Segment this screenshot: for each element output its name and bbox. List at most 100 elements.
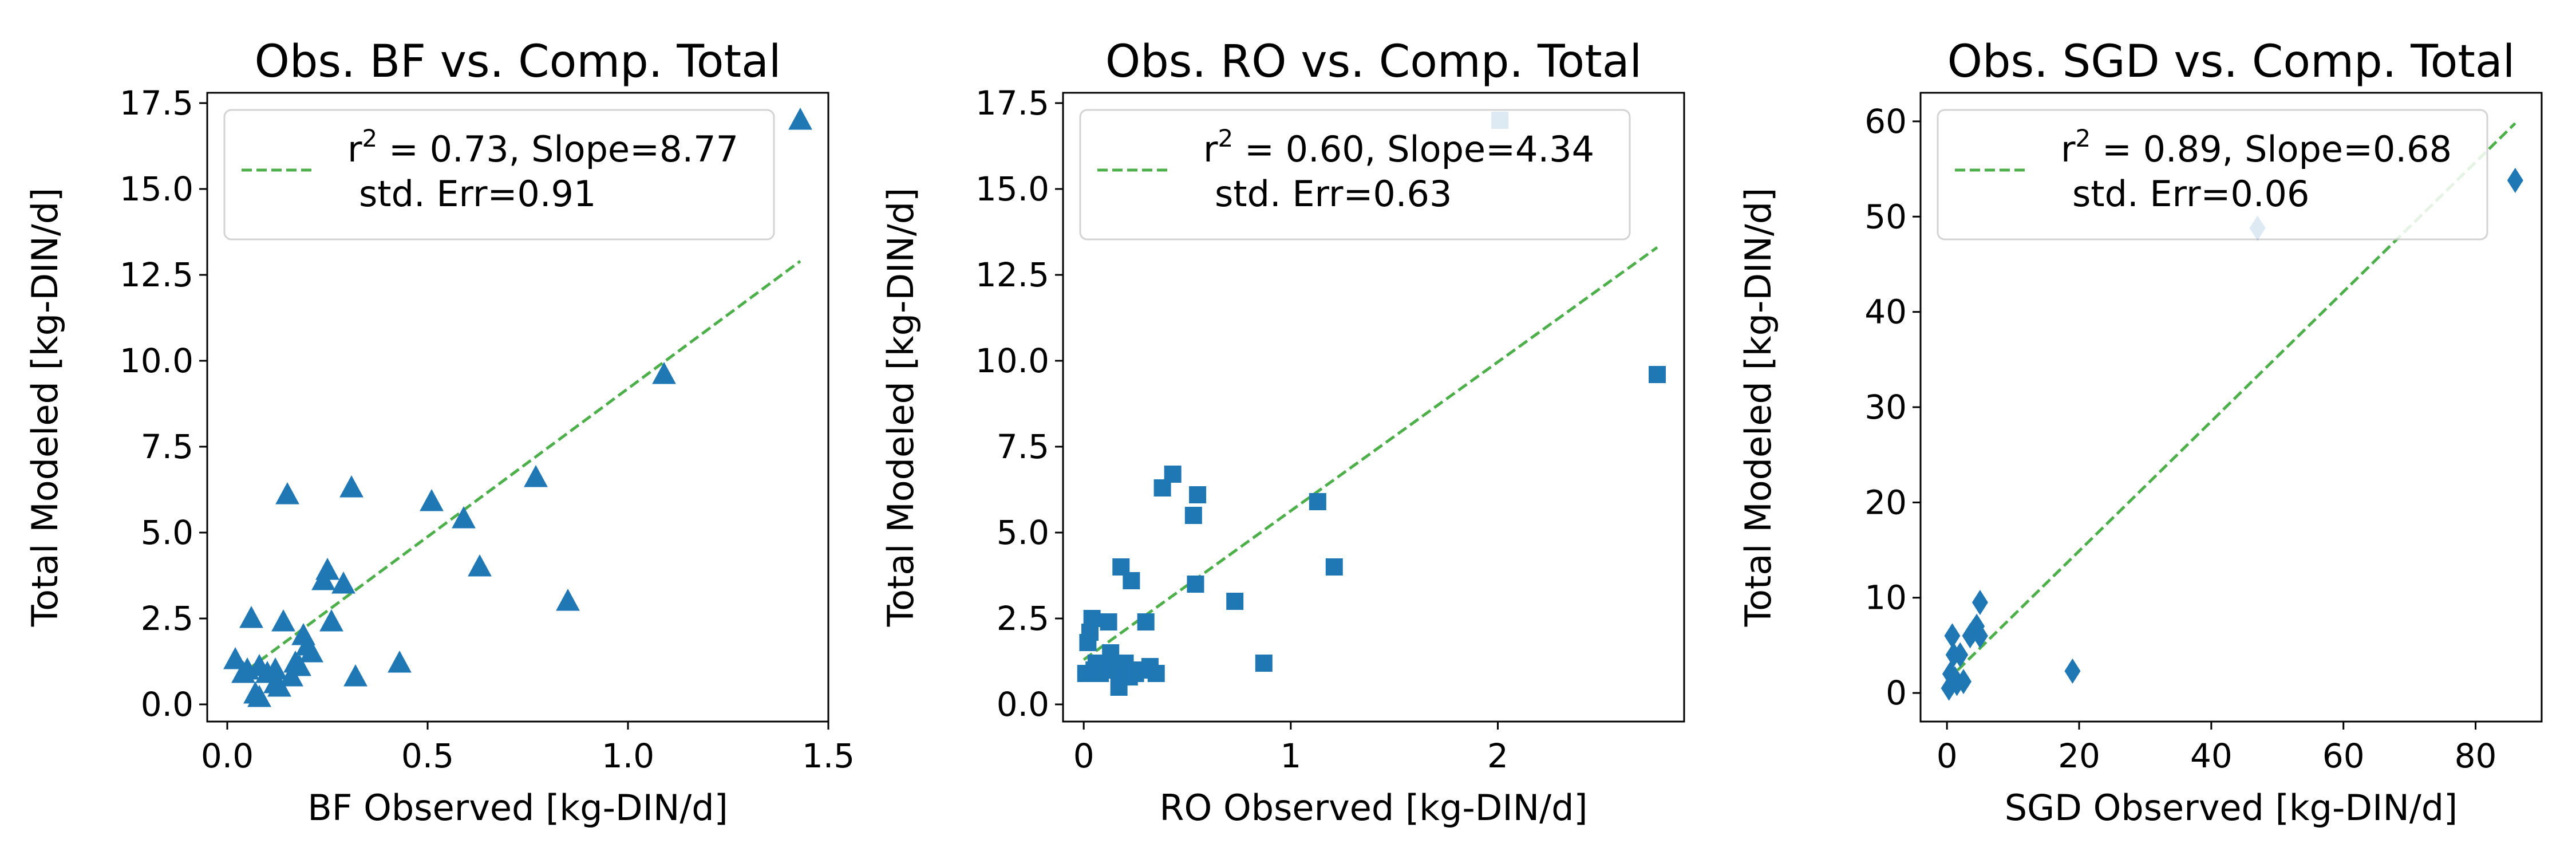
data-point <box>1325 558 1343 576</box>
data-point <box>331 572 355 594</box>
data-point <box>2507 168 2523 194</box>
scatter-panel-2: Obs. RO vs. Comp. Total 0 1 2 0.0 2.5 5.0 7.5 10… <box>880 36 1685 829</box>
y-tick-label: 2.5 <box>997 599 1049 638</box>
x-axis-label: SGD Observed [kg-DIN/d] <box>2005 787 2458 829</box>
y-tick-label: 7.5 <box>141 427 193 466</box>
y-tick-label: 17.5 <box>120 84 193 123</box>
legend-box <box>1079 109 1631 241</box>
y-axis-label: Total Modeled [kg-DIN/d] <box>24 188 66 628</box>
data-point <box>247 685 271 707</box>
legend-line-1: r2 = 0.89, Slope=0.68 <box>2061 124 2452 170</box>
data-point <box>1955 669 1972 695</box>
data-point <box>275 482 299 505</box>
data-point <box>2064 658 2081 684</box>
y-tick-label: 10.0 <box>975 341 1049 380</box>
chart-title: Obs. RO vs. Comp. Total <box>1105 36 1642 88</box>
data-point <box>1971 590 1988 616</box>
x-tick-label: 0 <box>1937 736 1958 775</box>
y-tick-label: 12.5 <box>975 255 1049 294</box>
legend-line-2: std. Err=0.91 <box>359 173 596 215</box>
y-tick-label: 60 <box>1864 102 1907 141</box>
data-point <box>1189 486 1207 503</box>
y-tick-label: 7.5 <box>997 427 1049 466</box>
x-tick-label: 2 <box>1487 736 1508 775</box>
data-point <box>1083 610 1101 627</box>
legend-line-1: r2 = 0.73, Slope=8.77 <box>347 124 738 170</box>
y-axis-label: Total Modeled [kg-DIN/d] <box>880 188 922 628</box>
axes-frame <box>1062 92 1685 723</box>
x-tick-label: 0.0 <box>201 736 254 775</box>
data-point <box>287 654 311 676</box>
axes-frame <box>1919 92 2543 723</box>
data-point <box>239 606 263 628</box>
data-point <box>319 609 343 632</box>
y-tick-label: 0 <box>1886 673 1907 712</box>
chart-title: Obs. BF vs. Comp. Total <box>254 36 781 88</box>
data-point <box>1102 644 1120 661</box>
data-point <box>652 362 676 384</box>
legend-box <box>223 109 775 241</box>
data-point <box>1184 507 1202 524</box>
legend-line-2: std. Err=0.06 <box>2072 173 2309 215</box>
y-tick-label: 2.5 <box>141 599 193 638</box>
y-tick-label: 0.0 <box>997 685 1049 724</box>
axes-frame <box>206 92 829 723</box>
regression-line <box>1082 246 1658 661</box>
data-point <box>271 609 295 632</box>
legend-line-1: r2 = 0.60, Slope=4.34 <box>1203 124 1594 170</box>
data-point <box>1944 623 1961 649</box>
y-tick-label: 5.0 <box>141 513 193 552</box>
x-tick-label: 1.0 <box>602 736 654 775</box>
y-tick-label: 30 <box>1864 388 1907 427</box>
data-point <box>1164 466 1182 483</box>
x-tick-label: 80 <box>2455 736 2497 775</box>
data-point <box>420 489 444 511</box>
data-point <box>343 664 368 687</box>
legend-box <box>1937 109 2488 241</box>
x-tick-label: 1 <box>1280 736 1301 775</box>
data-point <box>1971 623 1988 649</box>
x-axis-label: BF Observed [kg-DIN/d] <box>307 787 728 829</box>
x-tick-label: 0.5 <box>401 736 454 775</box>
data-point <box>267 675 291 697</box>
data-point <box>1137 613 1155 631</box>
data-point <box>299 640 323 663</box>
data-point <box>452 506 476 529</box>
x-tick-label: 20 <box>2058 736 2100 775</box>
y-tick-label: 12.5 <box>120 255 193 294</box>
y-tick-label: 5.0 <box>997 513 1049 552</box>
data-point <box>339 475 364 498</box>
data-point <box>1309 493 1326 510</box>
scatter-panel-3: Obs. SGD vs. Comp. Total 0 20 40 60 80 0 10 20 30… <box>1737 36 2543 829</box>
x-tick-label: 60 <box>2322 736 2365 775</box>
legend-line-2: std. Err=0.63 <box>1215 173 1452 215</box>
y-tick-label: 0.0 <box>141 685 193 724</box>
data-point <box>1147 665 1165 682</box>
data-point <box>556 589 580 611</box>
data-point <box>1100 613 1117 631</box>
y-tick-label: 20 <box>1864 483 1907 522</box>
plot-area <box>223 108 812 707</box>
y-axis-label: Total Modeled [kg-DIN/d] <box>1737 188 1779 628</box>
scatter-panel-1: Obs. BF vs. Comp. Total 0.0 0.5 1.0 1.5 0.0 2.… <box>24 36 855 829</box>
plot-area <box>1077 112 1666 696</box>
data-point <box>1226 593 1244 610</box>
y-tick-label: 15.0 <box>975 170 1049 208</box>
y-tick-label: 40 <box>1864 293 1907 332</box>
data-point <box>524 465 548 487</box>
data-point <box>1255 655 1273 672</box>
y-tick-label: 17.5 <box>975 84 1049 123</box>
x-axis-label: RO Observed [kg-DIN/d] <box>1159 787 1587 829</box>
y-tick-label: 15.0 <box>120 170 193 208</box>
data-point <box>468 554 492 577</box>
data-point <box>1952 642 1969 668</box>
data-point <box>1123 572 1140 589</box>
x-tick-label: 40 <box>2190 736 2233 775</box>
x-tick-label: 0 <box>1073 736 1095 775</box>
data-point <box>1648 366 1666 383</box>
data-point <box>315 558 339 580</box>
y-tick-label: 50 <box>1864 197 1907 236</box>
y-tick-label: 10.0 <box>120 341 193 380</box>
